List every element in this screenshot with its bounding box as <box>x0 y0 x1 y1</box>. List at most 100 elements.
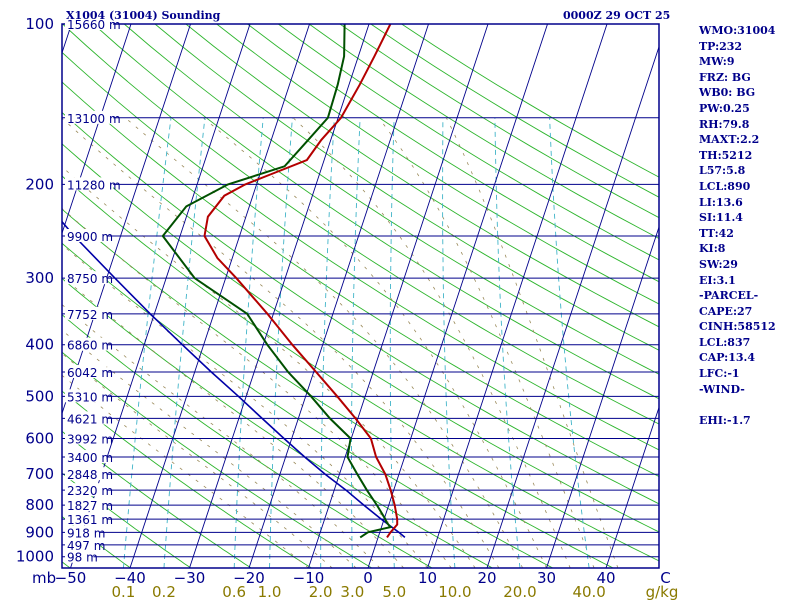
dry-adiabat-line <box>62 314 433 568</box>
dry-adiabat-line <box>62 472 192 568</box>
index-wb0: WB0: BG <box>699 86 756 100</box>
moist-adiabat-line <box>62 275 404 568</box>
pressure-tick-label: 500 <box>25 387 54 405</box>
height-label-bg <box>65 389 107 403</box>
index-mw: MW:9 <box>699 55 735 69</box>
pressure-tick-label: 100 <box>25 15 54 33</box>
pressure-tick-label: 800 <box>25 496 54 514</box>
isobar-grid <box>62 24 659 568</box>
index-frz: FRZ: BG <box>699 70 751 84</box>
index-ehi: EHI:-1.7 <box>699 413 751 427</box>
height-tick-label: 2848 m <box>67 468 113 482</box>
isotherm-line <box>189 24 370 568</box>
height-label-bg <box>65 337 107 351</box>
temperature-tick-label: 0 <box>363 569 373 587</box>
height-tick-label: 15660 m <box>67 18 121 32</box>
height-tick-label: 4621 m <box>67 412 113 426</box>
height-label-bg <box>65 549 94 563</box>
index-lcl: LCL:890 <box>699 179 751 193</box>
height-tick-label: 98 m <box>67 551 98 565</box>
height-label-bg <box>65 467 107 481</box>
height-label-bg <box>65 537 100 551</box>
dry-adiabat-line <box>62 111 659 505</box>
mixing-ratio-tick-label: 3.0 <box>340 583 364 600</box>
dry-adiabat-line <box>62 143 659 533</box>
height-label-bg <box>65 306 107 320</box>
height-label-bg <box>65 411 107 425</box>
parcel-header: -PARCEL- <box>699 289 759 303</box>
dry-adiabat-line <box>123 24 659 375</box>
isotherm-line <box>62 24 191 415</box>
height-label-bg <box>65 483 107 497</box>
index-l57: L57:5.8 <box>699 164 746 178</box>
height-tick-label: 11280 m <box>67 178 121 192</box>
height-tick-label: 6042 m <box>67 366 113 380</box>
isotherm-line <box>427 24 608 568</box>
isotherm-line <box>605 405 659 568</box>
height-label-bg <box>65 228 107 242</box>
height-tick-label: 8750 m <box>67 272 113 286</box>
height-tick-label: 6860 m <box>67 339 113 353</box>
isotherm-line <box>308 24 489 568</box>
wind-header: -WIND- <box>699 382 745 396</box>
mixing-ratio-tick-label: 20.0 <box>503 583 536 600</box>
mixing-ratio-tick-label: 5.0 <box>382 583 406 600</box>
dry-adiabat-line <box>62 561 71 568</box>
temperature-tick-label: 40 <box>596 569 615 587</box>
mixing-ratio-tick-label: 1.0 <box>258 583 282 600</box>
valid-time: 0000Z 29 OCT 25 <box>563 9 671 22</box>
mixing-ratio-tick-label: 0.6 <box>222 583 246 600</box>
index-si: SI:11.4 <box>699 211 743 225</box>
height-label-bg <box>65 177 114 191</box>
mixing-ratio-tick-label: 10.0 <box>438 583 471 600</box>
dry-adiabat-line <box>62 51 659 451</box>
mixing-ratio-line <box>549 117 590 568</box>
parcel-trace-line <box>62 220 406 539</box>
index-li: LI:13.6 <box>699 195 743 209</box>
temperature-tick-label: −40 <box>114 569 146 587</box>
index-cap: CAP:13.4 <box>699 351 756 365</box>
dry-adiabat-line <box>62 351 373 568</box>
height-label-bg <box>65 498 107 512</box>
pressure-tick-label: 700 <box>25 465 54 483</box>
dry-adiabat-line <box>247 24 659 283</box>
temperature-unit-label: C <box>660 569 670 587</box>
moist-adiabat-line <box>446 117 619 568</box>
mixing-ratio-tick-label: 2.0 <box>309 583 333 600</box>
mixing-ratio-tick-label: 0.2 <box>152 583 176 600</box>
indices-panel: WMO:31004 TP:232 MW:9 FRZ: BG WB0: BG PW… <box>699 23 799 428</box>
pressure-unit-label: mb <box>32 569 56 587</box>
height-tick-label: 9900 m <box>67 230 113 244</box>
isotherm-line <box>367 24 548 568</box>
mixing-ratio-line <box>163 117 206 568</box>
index-rh: RH:79.8 <box>699 117 750 131</box>
sounding-profiles <box>62 24 406 539</box>
index-th: TH:5212 <box>699 148 753 162</box>
dry-adiabat-line <box>93 24 659 400</box>
temperature-tick-label: 10 <box>418 569 437 587</box>
index-sw: SW:29 <box>699 257 738 271</box>
index-cinh: CINH:58512 <box>699 320 776 334</box>
temperature-tick-label: −50 <box>55 569 87 587</box>
moist-adiabat-line <box>62 117 500 568</box>
height-label-bg <box>65 17 114 30</box>
index-ki: KI:8 <box>699 242 726 256</box>
pressure-tick-label: 900 <box>25 523 54 541</box>
isotherm-grid <box>62 24 659 568</box>
moist-adiabat-line <box>292 117 571 568</box>
temperature-tick-label: 20 <box>477 569 496 587</box>
mixing-ratio-unit-label: g/kg <box>646 583 679 600</box>
mixing-ratio-tick-label: 40.0 <box>572 583 605 600</box>
dry-adiabat-grid <box>62 24 659 568</box>
height-label-bg <box>65 525 100 539</box>
dry-adiabat-line <box>216 24 659 305</box>
temperature-tick-label: −30 <box>174 569 206 587</box>
height-label-bg <box>65 431 107 445</box>
isotherm-line <box>248 24 429 568</box>
index-cape: CAPE:27 <box>699 304 753 318</box>
index-tt: TT:42 <box>699 226 734 240</box>
temperature-tick-label: −10 <box>293 569 325 587</box>
height-tick-label: 13100 m <box>67 112 121 126</box>
